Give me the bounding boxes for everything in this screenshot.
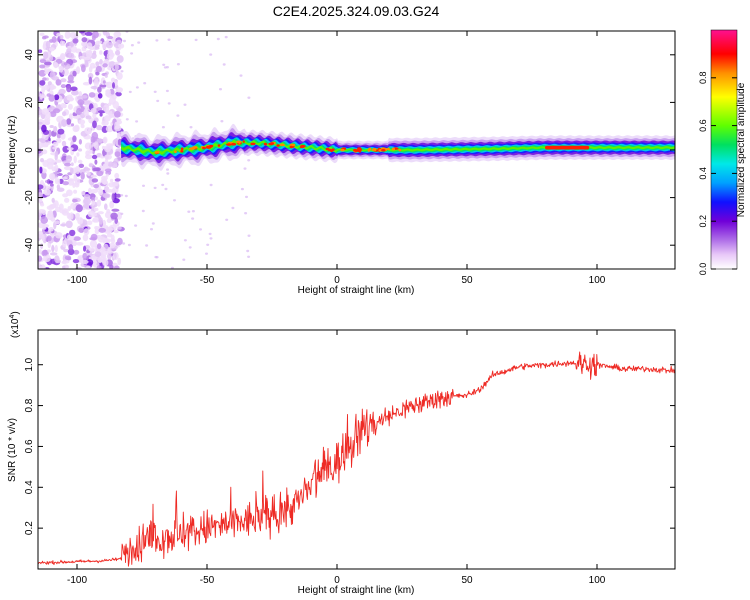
snr-series-line (38, 351, 675, 567)
colorbar-tick-label: 0.4 (698, 167, 708, 180)
colorbar-tick-label: 0.0 (698, 263, 708, 276)
snr-y-scale-note: (x104) (9, 311, 21, 338)
snr-y-ticks: 0.2 0.4 0.6 0.8 1.0 (24, 357, 675, 535)
spectrogram-x-label: Height of straight line (km) (298, 285, 415, 296)
snr-scale-prefix: (x10 (10, 318, 21, 338)
spectrogram-x-ticks: -100 -50 0 50 100 (67, 31, 606, 286)
snr-x-tick-label: -100 (67, 575, 87, 586)
spectrogram-y-tick-label: 0 (24, 147, 35, 153)
colorbar-gradient (710, 29, 738, 270)
snr-x-tick-label: -50 (200, 575, 215, 586)
snr-scale-exp: 4 (9, 315, 16, 319)
spectrogram-y-tick-label: -40 (24, 238, 35, 253)
svg-text:(x104): (x104) (9, 311, 21, 338)
snr-y-tick-label: 0.2 (24, 521, 35, 535)
spectrogram-heatmap (38, 31, 675, 269)
snr-y-tick-label: 0.6 (24, 439, 35, 453)
colorbar-tick-label: 0.2 (698, 215, 708, 228)
snr-x-tick-label: 100 (589, 575, 606, 586)
snr-y-label: SNR (10 * v/v) (7, 418, 18, 482)
spectrogram-y-tick-label: 20 (24, 96, 35, 108)
spectrogram-y-label: Frequency (Hz) (7, 116, 18, 185)
spectrogram-y-ticks: -40 -20 0 20 40 (24, 49, 675, 253)
snr-y-tick-label: 0.8 (24, 398, 35, 412)
colorbar: 0.0 0.2 0.4 0.6 0.8 Normalized spectral ampl… (698, 29, 747, 276)
spectrogram-x-tick-label: 100 (589, 275, 606, 286)
spectrogram-y-tick-label: 40 (24, 49, 35, 61)
snr-x-tick-label: 50 (461, 575, 473, 586)
spectrogram-x-tick-label: 0 (334, 275, 340, 286)
snr-scale-suffix: ) (10, 311, 21, 314)
colorbar-tick-label: 0.8 (698, 72, 708, 85)
snr-x-ticks: -100 -50 0 50 100 (67, 330, 606, 586)
figure-title: C2E4.2025.324.09.03.G24 (273, 3, 440, 19)
snr-y-tick-label: 0.4 (24, 480, 35, 494)
colorbar-ticks: 0.0 0.2 0.4 0.6 0.8 (698, 72, 737, 276)
snr-frame (37, 329, 676, 570)
snr-panel: -100 -50 0 50 100 0.2 0.4 0.6 0.8 1.0 Height of … (7, 311, 676, 596)
snr-y-tick-label: 1.0 (24, 357, 35, 371)
spectrogram-y-tick-label: -20 (24, 190, 35, 205)
spectrogram-x-tick-label: -50 (200, 275, 215, 286)
snr-x-label: Height of straight line (km) (298, 585, 415, 596)
colorbar-tick-label: 0.6 (698, 119, 708, 132)
snr-x-tick-label: 0 (334, 575, 340, 586)
spectrogram-x-tick-label: 50 (461, 275, 473, 286)
colorbar-label: Normalized spectral amplitude (736, 82, 747, 217)
spectrogram-panel: -100 -50 0 50 100 -40 -20 0 20 40 Height of stra… (7, 30, 676, 296)
spectrogram-x-tick-label: -100 (67, 275, 87, 286)
